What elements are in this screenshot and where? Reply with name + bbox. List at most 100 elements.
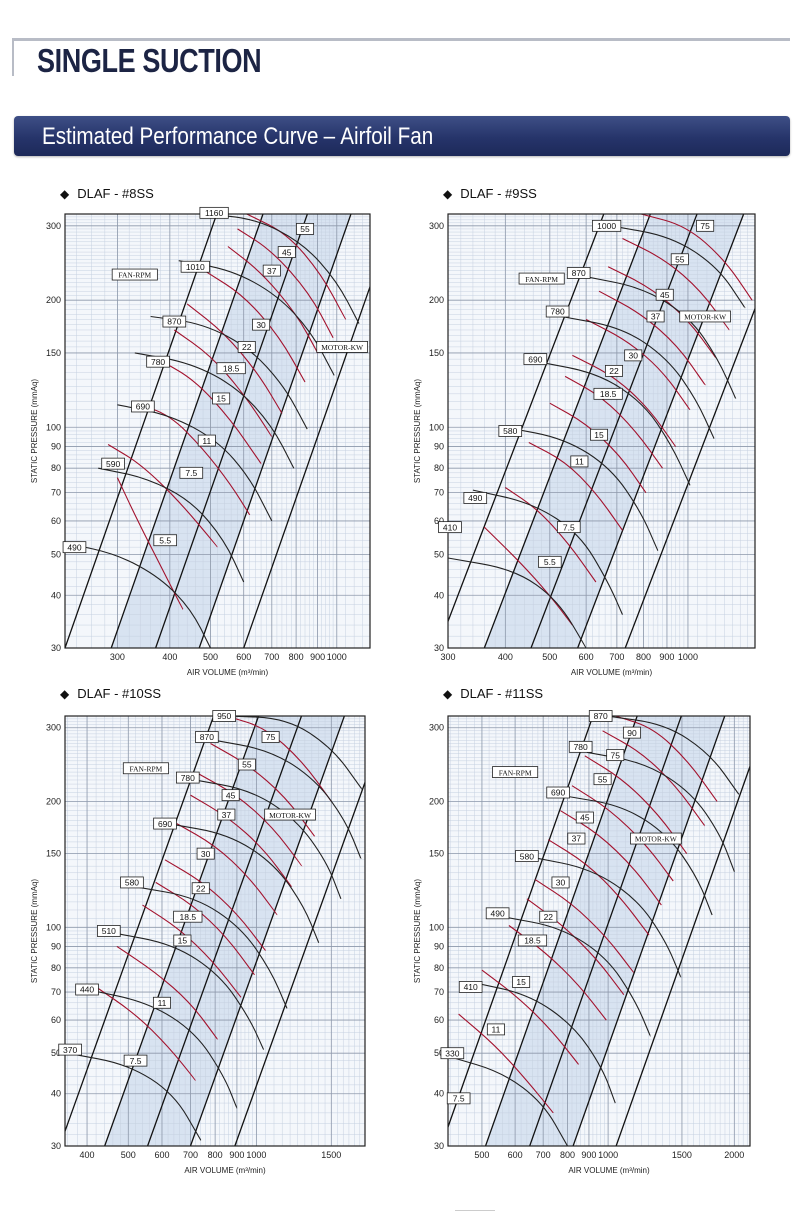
chart-title-text: DLAF - #10SS	[77, 686, 162, 701]
rpm-curve-690	[537, 361, 691, 486]
x-axis-label: AIR VOLUME (m³/min)	[568, 1166, 650, 1175]
svg-text:MOTOR-KW: MOTOR-KW	[321, 343, 364, 352]
x-axis-label: AIR VOLUME (m³/min)	[571, 668, 653, 677]
y-axis-label: STATIC PRESSURE (mmAq)	[413, 879, 422, 983]
svg-text:18.5: 18.5	[524, 936, 541, 946]
plot-frame	[447, 213, 756, 649]
svg-text:950: 950	[217, 711, 231, 721]
kw-label-18.5: 18.5	[173, 910, 203, 923]
y-tick-label: 200	[46, 796, 61, 806]
header-rule	[12, 38, 790, 41]
rpm-curve-780	[561, 315, 715, 439]
kw-label-30: 30	[551, 876, 570, 889]
kw-label-75: 75	[261, 731, 280, 743]
rpm-label-870: 870	[195, 731, 219, 743]
svg-text:7.5: 7.5	[185, 468, 197, 478]
svg-text:510: 510	[102, 926, 116, 936]
rpm-label-870: 870	[162, 315, 187, 328]
rpm-curve-780	[190, 778, 342, 899]
svg-text:75: 75	[700, 221, 710, 231]
svg-text:MOTOR-KW: MOTOR-KW	[684, 313, 727, 322]
x-tick-label: 1000	[598, 1150, 618, 1160]
x-tick-label: 1500	[672, 1150, 692, 1160]
kw-label-15: 15	[212, 392, 231, 405]
header-rule-left	[12, 38, 14, 76]
chart-2: 30 40 50 60 70 80 90 100 150 200 300 400 500 600 700 80…	[30, 710, 366, 1175]
svg-text:1010: 1010	[186, 262, 205, 272]
rpm-label-490: 490	[463, 492, 488, 504]
x-tick-label: 900	[310, 652, 325, 662]
kw-curve-45	[607, 266, 717, 359]
svg-text:55: 55	[300, 224, 310, 234]
kw-label-11: 11	[152, 996, 171, 1009]
kw-label-11: 11	[570, 455, 589, 468]
svg-text:55: 55	[675, 254, 685, 264]
svg-text:580: 580	[503, 426, 517, 436]
y-tick-label: 50	[51, 1048, 61, 1058]
x-tick-label: 500	[474, 1150, 489, 1160]
x-tick-label: 700	[264, 652, 279, 662]
system-line	[110, 214, 264, 648]
kw-label-7.5: 7.5	[123, 1054, 148, 1067]
svg-text:75: 75	[266, 732, 276, 742]
svg-text:15: 15	[216, 394, 226, 404]
kw-curve-30	[585, 319, 691, 411]
fan-rpm-legend: FAN-RPM	[518, 272, 565, 285]
x-tick-label: 800	[560, 1150, 575, 1160]
svg-text:45: 45	[580, 813, 590, 823]
kw-label-45: 45	[575, 811, 594, 824]
kw-curve-18.5	[155, 881, 255, 976]
y-tick-label: 100	[429, 422, 444, 432]
kw-label-15: 15	[512, 976, 531, 988]
section-banner-title: Estimated Performance Curve – Airfoil Fan	[42, 123, 433, 151]
svg-text:30: 30	[629, 351, 639, 361]
kw-label-45: 45	[655, 288, 674, 301]
svg-text:22: 22	[609, 366, 619, 376]
svg-text:MOTOR-KW: MOTOR-KW	[635, 835, 678, 844]
x-tick-label: 500	[542, 652, 557, 662]
rpm-curve-580	[532, 856, 682, 978]
rpm-label-1010: 1010	[180, 260, 210, 273]
svg-text:FAN-RPM: FAN-RPM	[130, 764, 163, 773]
kw-label-37: 37	[646, 310, 665, 323]
y-tick-label: 80	[434, 963, 444, 973]
y-tick-label: 100	[46, 422, 61, 432]
rpm-label-690: 690	[523, 353, 548, 366]
kw-label-18.5: 18.5	[593, 387, 623, 400]
system-line	[572, 716, 726, 1146]
rpm-curve-370	[67, 1052, 202, 1141]
rpm-curve-490	[502, 916, 651, 1037]
svg-text:7.5: 7.5	[130, 1056, 142, 1066]
rpm-label-330: 330	[440, 1047, 465, 1060]
svg-text:11: 11	[492, 1025, 501, 1035]
rpm-curve-410	[470, 981, 616, 1104]
rpm-label-690: 690	[546, 786, 570, 799]
rpm-label-440: 440	[75, 983, 99, 996]
system-line	[615, 764, 750, 1146]
svg-text:18.5: 18.5	[600, 389, 617, 399]
svg-text:15: 15	[178, 936, 188, 946]
x-tick-label: 600	[154, 1150, 169, 1160]
rpm-curve-490	[472, 489, 624, 615]
x-tick-label: 1000	[246, 1150, 266, 1160]
x-tick-label: 800	[208, 1150, 223, 1160]
y-tick-label: 40	[434, 1089, 444, 1099]
kw-curve-30	[206, 271, 306, 383]
y-tick-label: 200	[429, 295, 444, 305]
y-tick-label: 30	[51, 1141, 61, 1151]
y-tick-label: 200	[46, 295, 61, 305]
x-tick-label: 900	[659, 652, 674, 662]
y-tick-label: 150	[46, 348, 61, 358]
kw-label-15: 15	[173, 934, 192, 947]
y-tick-label: 50	[51, 549, 61, 559]
banner-title-right: Airfoil Fan	[340, 123, 434, 150]
page-title: SINGLE SUCTION	[37, 42, 262, 79]
svg-text:780: 780	[181, 773, 195, 783]
x-tick-label: 400	[162, 652, 177, 662]
kw-label-37: 37	[262, 264, 281, 277]
x-tick-label: 300	[440, 652, 455, 662]
system-line	[529, 716, 683, 1146]
kw-label-11: 11	[486, 1023, 505, 1036]
svg-text:7.5: 7.5	[563, 522, 575, 532]
